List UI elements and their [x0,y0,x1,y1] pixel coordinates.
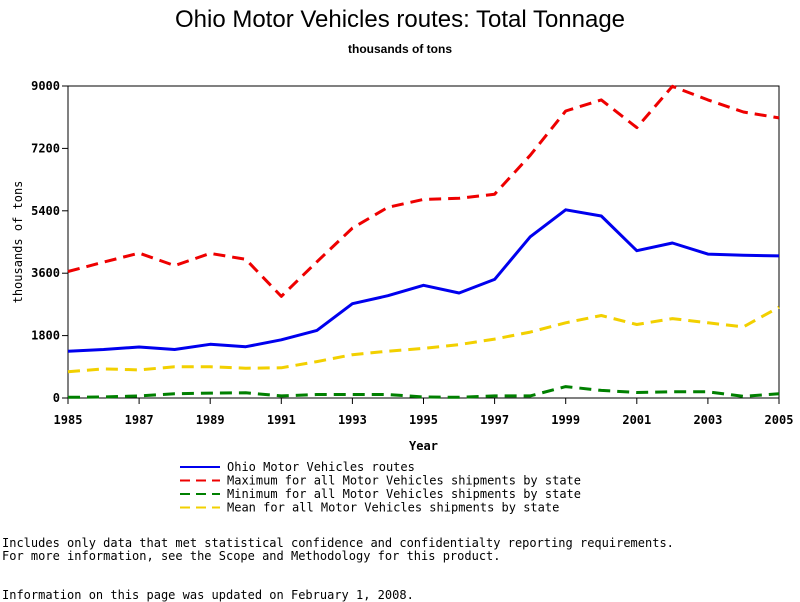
legend-label-3: Mean for all Motor Vehicles shipments by… [227,501,559,515]
chart-axes: 0 1800 3600 5400 7200 9000 1985 1987 1989 1991 199… [11,79,793,453]
x-tick-label: 2005 [765,413,794,427]
legend-label-2: Minimum for all Motor Vehicles shipments… [227,487,581,501]
series-line-1 [67,84,780,298]
chart-subtitle: thousands of tons [348,42,452,56]
x-tick-label: 1999 [551,413,580,427]
x-tick-label: 1995 [409,413,438,427]
series-line-0 [67,208,780,353]
legend-label-1: Maximum for all Motor Vehicles shipments… [227,474,581,488]
chart-title: Ohio Motor Vehicles routes: Total Tonnag… [174,6,626,33]
x-tick-label: 1989 [196,413,225,427]
x-tick-label: 1985 [54,413,83,427]
x-tick-label: 1993 [338,413,367,427]
y-tick-label: 3600 [31,266,60,280]
y-tick-label: 5400 [31,204,60,218]
legend-label-0: Ohio Motor Vehicles routes [227,460,415,474]
footnote-updated: Information on this page was updated on … [2,588,414,602]
x-tick-label: 1997 [480,413,509,427]
footnote-methodology: For more information, see the Scope and … [2,549,501,563]
y-tick-label: 1800 [31,329,60,343]
x-tick-label: 1991 [267,413,296,427]
footnote-confidence: Includes only data that met statistical … [2,536,674,550]
x-tick-label: 1987 [125,413,154,427]
series-layer [67,84,780,399]
x-tick-label: 2001 [622,413,651,427]
x-axis-label: Year [409,439,438,453]
series-line-2 [67,385,780,399]
y-axis-label: thousands of tons [11,181,25,304]
y-tick-label: 7200 [31,141,60,155]
y-tick-label: 0 [53,391,60,405]
x-tick-label: 2003 [693,413,722,427]
series-line-3 [67,305,780,374]
y-tick-label: 9000 [31,79,60,93]
